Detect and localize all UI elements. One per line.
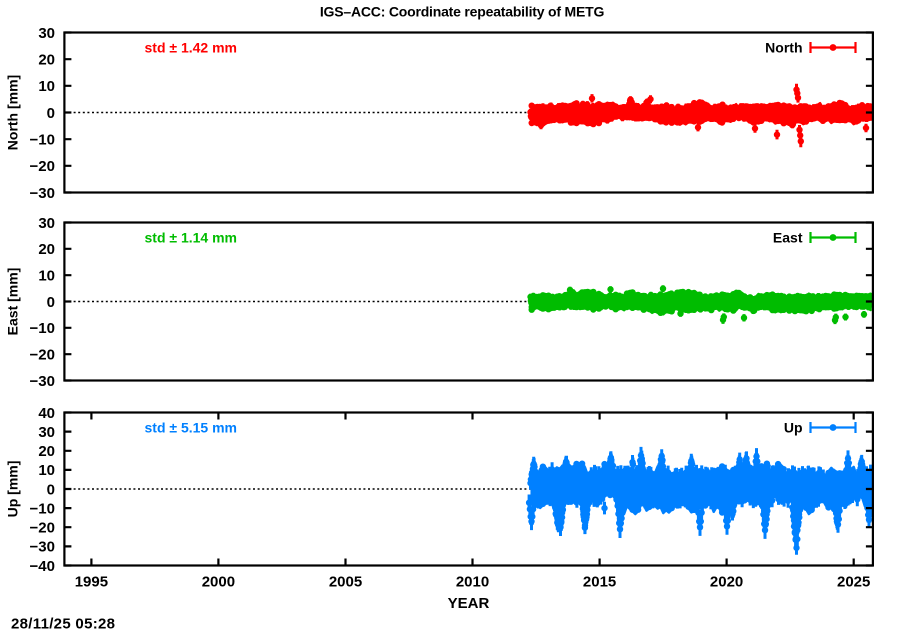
svg-text:−30: −30	[30, 373, 55, 390]
svg-text:North: North	[765, 40, 802, 56]
svg-text:−10: −10	[30, 320, 55, 337]
svg-text:2020: 2020	[710, 573, 743, 590]
svg-text:−20: −20	[30, 520, 55, 537]
svg-text:10: 10	[38, 78, 55, 95]
svg-text:North [mm]: North [mm]	[5, 75, 21, 150]
svg-text:−30: −30	[30, 185, 55, 202]
svg-text:40: 40	[38, 405, 55, 422]
svg-text:−10: −10	[30, 132, 55, 149]
svg-text:East: East	[773, 230, 803, 246]
svg-text:0: 0	[47, 294, 55, 311]
svg-text:−40: −40	[30, 558, 55, 575]
svg-text:28/11/25 05:28: 28/11/25 05:28	[11, 615, 115, 630]
svg-text:0: 0	[47, 481, 55, 498]
svg-text:30: 30	[38, 424, 55, 441]
svg-text:30: 30	[38, 25, 55, 42]
svg-text:Up: Up	[784, 420, 803, 436]
svg-text:20: 20	[38, 52, 55, 69]
svg-text:2025: 2025	[837, 573, 870, 590]
svg-text:std ± 1.42 mm: std ± 1.42 mm	[145, 40, 238, 56]
svg-text:−10: −10	[30, 500, 55, 517]
svg-text:std ± 1.14 mm: std ± 1.14 mm	[145, 230, 238, 246]
svg-text:2000: 2000	[202, 573, 235, 590]
svg-text:std ± 5.15 mm: std ± 5.15 mm	[145, 420, 238, 436]
svg-text:−20: −20	[30, 158, 55, 175]
svg-text:YEAR: YEAR	[448, 595, 490, 612]
svg-text:−30: −30	[30, 539, 55, 556]
svg-text:20: 20	[38, 443, 55, 460]
svg-text:30: 30	[38, 215, 55, 232]
svg-text:2005: 2005	[329, 573, 362, 590]
svg-text:0: 0	[47, 105, 55, 122]
svg-text:20: 20	[38, 241, 55, 258]
svg-text:2010: 2010	[456, 573, 489, 590]
svg-text:2015: 2015	[583, 573, 616, 590]
svg-text:−20: −20	[30, 347, 55, 364]
svg-text:10: 10	[38, 462, 55, 479]
svg-text:IGS–ACC: Coordinate repeatabil: IGS–ACC: Coordinate repeatability of MET…	[320, 4, 605, 20]
svg-text:East [mm]: East [mm]	[5, 268, 21, 336]
svg-text:10: 10	[38, 268, 55, 285]
svg-text:1995: 1995	[75, 573, 108, 590]
svg-text:Up [mm]: Up [mm]	[5, 461, 21, 518]
